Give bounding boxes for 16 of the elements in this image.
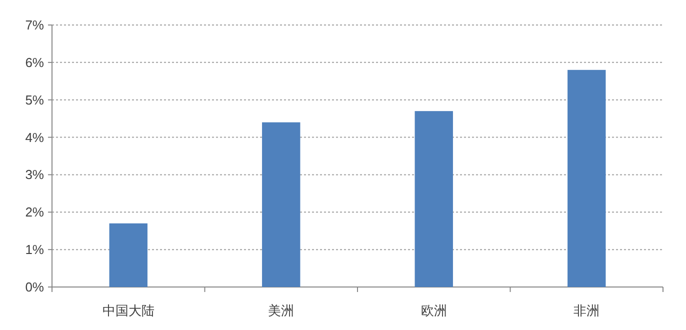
bar (109, 223, 148, 287)
x-tick-label: 中国大陆 (102, 303, 154, 318)
x-tick-label: 美洲 (268, 303, 294, 318)
bar (414, 111, 453, 287)
y-tick-label: 6% (25, 54, 44, 70)
y-tick-label: 2% (25, 204, 44, 220)
bar (262, 122, 300, 287)
y-tick-label: 7% (25, 18, 44, 32)
x-tick-label: 欧洲 (420, 303, 447, 318)
x-tick-label: 非洲 (574, 303, 600, 318)
y-tick-label: 4% (25, 130, 44, 145)
y-tick-label: 0% (25, 280, 44, 294)
bar (568, 70, 606, 287)
y-tick-label: 1% (25, 242, 44, 258)
y-tick-label: 3% (25, 167, 44, 182)
y-tick-label: 5% (25, 92, 44, 108)
